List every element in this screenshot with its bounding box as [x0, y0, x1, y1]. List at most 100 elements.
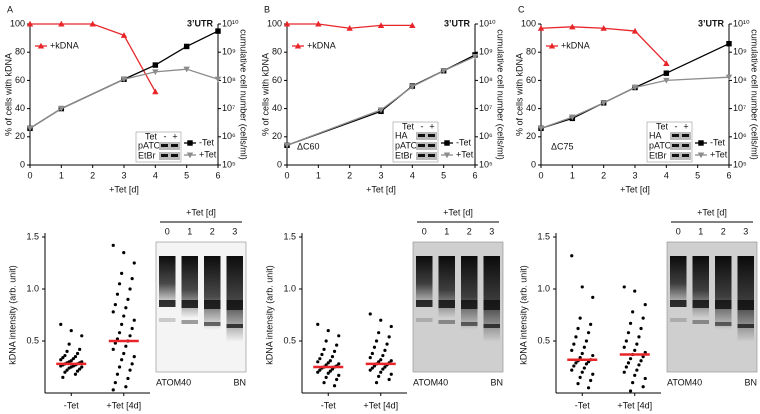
x-tick-label: -Tet	[321, 400, 337, 410]
legend-label: +Tet	[199, 149, 217, 159]
y-axis-title: % of cells with kDNA	[3, 53, 13, 136]
blot-band	[672, 144, 679, 147]
data-point	[67, 342, 71, 346]
legend-marker	[186, 152, 194, 159]
data-point	[69, 329, 73, 333]
data-point	[586, 331, 591, 335]
data-point	[628, 357, 633, 361]
data-point	[580, 351, 584, 356]
data-point	[59, 322, 63, 326]
blot-band	[171, 154, 178, 157]
data-point	[122, 251, 126, 255]
data-point	[383, 365, 387, 369]
inset-lane: +	[429, 121, 434, 131]
gel-title: +Tet [d]	[697, 207, 727, 217]
y-tick-label: 1.0	[537, 283, 550, 293]
data-point	[113, 341, 117, 345]
gel-band	[692, 300, 709, 308]
data-point	[368, 312, 372, 316]
inset-lane: +	[683, 121, 688, 131]
gel-band	[438, 300, 455, 308]
data-point	[582, 345, 586, 349]
data-point	[332, 384, 337, 388]
y2-tick-label: 10⁶	[222, 131, 236, 141]
data-point	[622, 285, 626, 289]
data-point	[120, 322, 124, 326]
data-point	[132, 261, 136, 265]
gel-lane-label: 3	[743, 226, 748, 236]
data-point	[80, 334, 84, 338]
data-point	[586, 386, 591, 390]
x-tick-label: 2	[347, 170, 352, 180]
gel-smear	[715, 256, 732, 330]
gel-band	[416, 300, 433, 307]
marker	[215, 28, 221, 34]
data-point	[111, 347, 115, 351]
x-tick-label: 5	[441, 170, 446, 180]
y2-tick-label: 10⁶	[733, 131, 747, 141]
data-point	[65, 368, 69, 372]
gel-band	[670, 318, 687, 322]
data-point	[328, 359, 332, 363]
data-point	[320, 352, 324, 357]
legend-label: -Tet	[199, 137, 215, 147]
y2-tick-label: 10¹⁰	[733, 18, 750, 28]
data-point	[330, 367, 335, 371]
gel-band	[159, 318, 176, 322]
inset-header: Tet	[656, 121, 669, 131]
x-tick-label: 4	[410, 170, 415, 180]
gel-lane-label: 2	[467, 226, 472, 236]
data-point	[591, 353, 595, 358]
data-point	[641, 355, 645, 359]
marker	[631, 27, 639, 34]
data-point	[337, 334, 341, 338]
data-point	[580, 285, 584, 289]
data-point	[624, 365, 628, 369]
y-tick-label: 0.5	[26, 335, 39, 345]
inset-row-label: EtBr	[138, 150, 156, 160]
inset-header: Tet	[145, 131, 158, 141]
data-point	[589, 378, 593, 383]
marker	[58, 106, 65, 112]
data-point	[576, 382, 580, 386]
data-point	[631, 381, 635, 385]
y-tick-label: 80	[15, 47, 25, 57]
data-point	[626, 331, 631, 335]
marker	[283, 142, 291, 149]
gel-smear	[226, 256, 243, 342]
data-point	[332, 349, 337, 353]
blot-strip	[159, 152, 180, 160]
blot-band	[672, 154, 679, 157]
data-point	[578, 375, 582, 379]
y-axis-title: % of cells with kDNA	[514, 53, 524, 136]
data-point	[318, 357, 322, 361]
y-tick-label: 0.5	[283, 335, 296, 345]
gel-left-label: ATOM40	[667, 377, 702, 387]
gel-band	[416, 318, 433, 322]
x-tick-label: 5	[184, 170, 189, 180]
inset-row-label: pATOM36	[395, 140, 435, 150]
data-point	[73, 372, 78, 376]
data-point	[337, 373, 341, 377]
y-axis-title: % of cells with kDNA	[260, 53, 270, 136]
gel-band	[715, 300, 732, 309]
data-point	[379, 358, 383, 362]
gel-band	[159, 300, 176, 307]
marker	[152, 88, 159, 95]
marker	[663, 70, 670, 76]
data-point	[75, 351, 80, 356]
legend-marker	[548, 42, 556, 49]
marker	[537, 125, 545, 132]
x-tick-label: 0	[538, 170, 543, 180]
data-point	[368, 368, 372, 372]
x-axis-title: +Tet [d]	[366, 184, 396, 194]
inset-header: Tet	[402, 121, 415, 131]
blot-band	[171, 144, 178, 147]
data-point	[572, 342, 576, 346]
series-line	[30, 23, 156, 92]
gel-smear	[181, 256, 198, 318]
marker	[631, 84, 639, 91]
blot-band	[418, 134, 425, 137]
gel-smear	[461, 256, 478, 330]
